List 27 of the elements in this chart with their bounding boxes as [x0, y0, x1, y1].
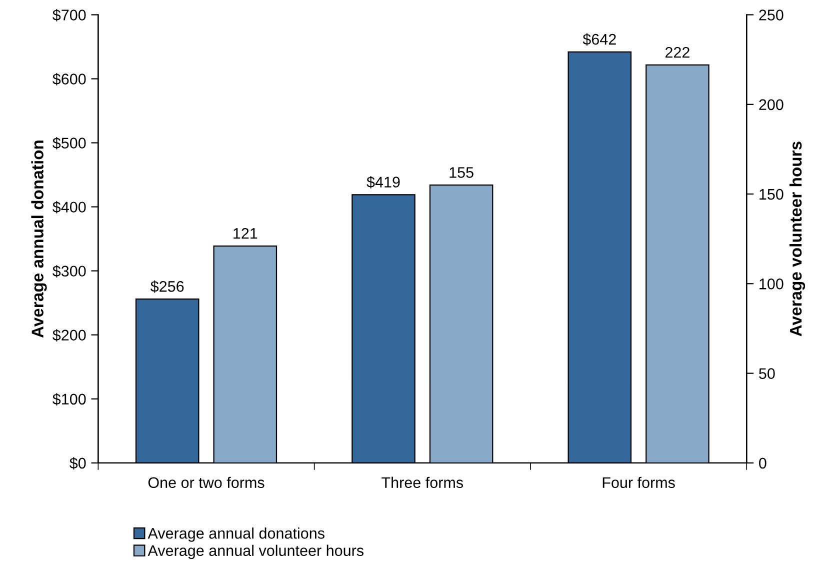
y-tick-label: $300 [52, 265, 86, 278]
x-tick-label: Three forms [382, 476, 464, 488]
y-tick-label: $700 [52, 8, 86, 22]
y-axis-title: Average annual donation [31, 140, 47, 338]
y-tick-label: $600 [52, 73, 86, 86]
y-tick-label: $500 [52, 137, 86, 150]
data-label: $419 [366, 176, 400, 188]
x-tick-label: One or two forms [148, 476, 264, 488]
y-tick-label: $0 [70, 457, 86, 470]
data-label: $256 [150, 280, 184, 293]
y2-tick-label: 150 [760, 188, 784, 200]
y2-tick-label: 50 [759, 368, 775, 379]
y2-tick-label: 0 [759, 458, 766, 469]
y2-tick-label: 250 [759, 10, 784, 20]
data-label: 155 [450, 167, 474, 178]
data-label: 222 [665, 46, 690, 58]
y2-tick-label: 100 [760, 278, 784, 290]
legend-label: Average annual donations [148, 528, 324, 542]
y2-tick-label: 200 [759, 99, 784, 110]
data-label: $642 [582, 33, 616, 46]
y-tick-label: $400 [52, 201, 86, 214]
y-tick-label: $200 [52, 329, 86, 342]
x-tick-label: Four forms [602, 476, 675, 488]
legend-label: Average annual volunteer hours [148, 544, 364, 560]
y2-axis-title: Average volunteer hours [789, 142, 806, 336]
y-tick-label: $100 [52, 393, 86, 406]
data-label: 121 [234, 228, 258, 239]
